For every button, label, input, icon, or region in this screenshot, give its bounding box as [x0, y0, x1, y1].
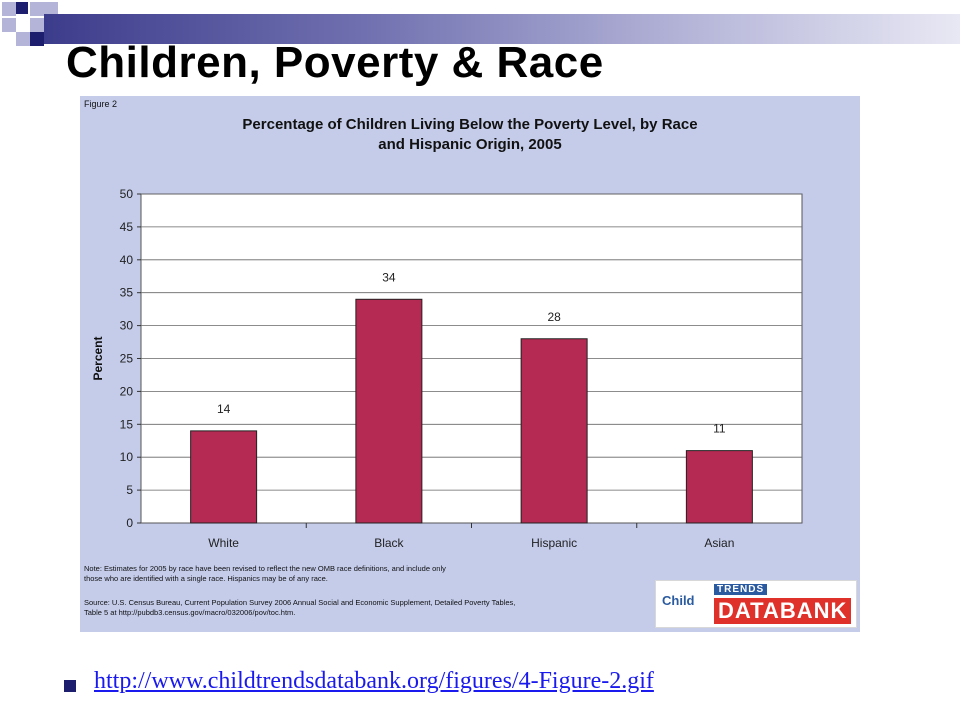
deco-square — [16, 2, 28, 14]
logo-trends-text: TRENDS — [714, 584, 768, 595]
chart-title-line2: and Hispanic Origin, 2005 — [378, 136, 562, 153]
y-tick-label: 25 — [120, 352, 134, 366]
deco-square — [2, 2, 16, 16]
data-label: 28 — [547, 310, 561, 324]
source-line1: Source: U.S. Census Bureau, Current Popu… — [84, 598, 516, 607]
child-trends-logo: Child TRENDS DATABANK — [655, 580, 857, 628]
chart-figure: Figure 2 Percentage of Children Living B… — [80, 96, 860, 632]
y-tick-label: 20 — [120, 384, 134, 398]
y-tick-label: 40 — [120, 253, 134, 267]
data-label: 14 — [217, 402, 231, 416]
y-tick-label: 10 — [120, 450, 134, 464]
bar — [520, 338, 588, 524]
slide-title: Children, Poverty & Race — [66, 38, 604, 87]
x-tick-label: Asian — [704, 536, 734, 550]
note-line1: Note: Estimates for 2005 by race have be… — [84, 564, 446, 573]
y-tick-label: 50 — [120, 187, 134, 201]
logo-databank-text: DATABANK — [714, 598, 852, 624]
data-label: 34 — [382, 270, 396, 284]
y-tick-label: 30 — [120, 319, 134, 333]
x-tick-label: Hispanic — [531, 536, 577, 550]
x-tick-label: White — [208, 536, 239, 550]
title-bar — [44, 14, 960, 44]
x-tick-label: Black — [374, 536, 404, 550]
y-tick-label: 15 — [120, 417, 134, 431]
bar — [685, 450, 753, 524]
deco-square — [2, 18, 16, 32]
chart-title-line1: Percentage of Children Living Below the … — [242, 116, 698, 133]
source-line2: Table 5 at http://pubdb3.census.gov/macr… — [84, 608, 296, 617]
y-tick-label: 45 — [120, 220, 134, 234]
bullet-icon — [64, 680, 76, 692]
bar — [190, 430, 258, 524]
deco-square — [16, 32, 30, 46]
deco-square — [30, 2, 44, 16]
deco-square — [30, 18, 44, 32]
figure-label: Figure 2 — [84, 99, 118, 109]
deco-square — [30, 32, 44, 46]
bar-chart: 0 5 10 15 20 25 30 35 40 45 50 Percent 14 White 34 Blac… — [91, 187, 803, 550]
deco-square — [44, 2, 58, 16]
note-line2: those who are identified with a single r… — [84, 574, 328, 583]
y-axis-label: Percent — [91, 336, 105, 380]
y-tick-label: 5 — [126, 483, 133, 497]
logo-child-text: Child — [662, 593, 695, 608]
bar — [355, 298, 423, 524]
source-link[interactable]: http://www.childtrendsdatabank.org/figur… — [94, 668, 654, 694]
y-tick-label: 0 — [126, 516, 133, 530]
y-tick-label: 35 — [120, 286, 134, 300]
data-label: 11 — [713, 422, 726, 436]
